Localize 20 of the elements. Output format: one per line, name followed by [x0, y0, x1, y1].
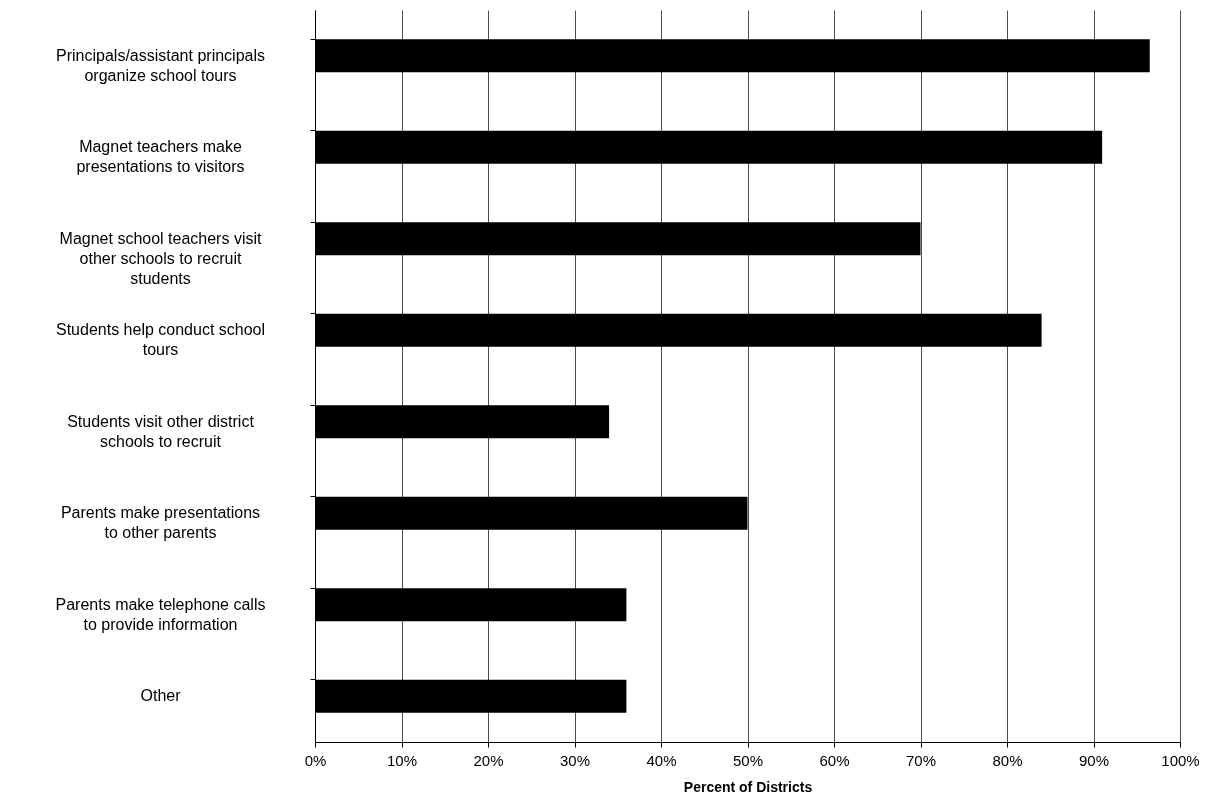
y-tick-label: Magnet teachers make presentations to visitors: [76, 138, 245, 176]
y-tick-label: Magnet school teachers visit other schools to recruit students: [59, 229, 262, 287]
y-tick-label: Parents make presentations to other parents: [60, 504, 261, 542]
y-tick-label: Students visit other district schools to recruit: [67, 412, 255, 450]
x-tick-label: 80%: [992, 751, 1023, 769]
x-tick-label: 0%: [304, 751, 327, 769]
x-tick-label: 50%: [732, 751, 764, 769]
x-tick-label: 60%: [819, 751, 850, 769]
x-tick-label: 20%: [473, 751, 504, 769]
x-tick-label: 100%: [1161, 751, 1200, 769]
x-tick-label: 70%: [905, 751, 937, 769]
x-tick-label: 90%: [1078, 751, 1110, 769]
y-tick-label: Other: [140, 687, 182, 705]
x-tick-label: 30%: [559, 751, 591, 769]
x-tick-label: 10%: [386, 751, 418, 769]
y-tick-label: Students help conduct school tours: [55, 321, 266, 359]
x-tick-label: 40%: [646, 751, 677, 769]
x-axis-title: Percent of Districts: [683, 778, 813, 795]
y-tick-label: Principals/assistant principals organize school tours: [56, 46, 265, 84]
y-tick-label: Parents make telephone calls to provide information: [55, 595, 266, 633]
